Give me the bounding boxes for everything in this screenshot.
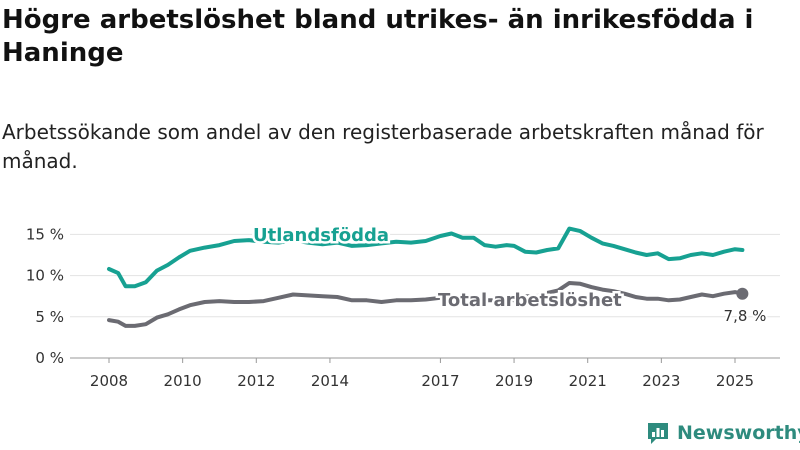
x-tick-label: 2014 — [311, 372, 349, 390]
chart-title: Högre arbetslöshet bland utrikes- än inr… — [2, 5, 754, 68]
x-tick-label: 2023 — [642, 372, 680, 390]
grid-lines — [70, 233, 780, 359]
series-label-total: Total arbetslöshet — [438, 290, 622, 311]
x-tick-label: 2008 — [90, 372, 128, 390]
brand-name: Newsworthy — [677, 422, 800, 444]
y-tick-label: 0 % — [35, 349, 64, 367]
x-tick-label: 2021 — [569, 372, 607, 390]
brand-logo: Newsworthy — [645, 420, 800, 446]
y-tick-label: 15 % — [26, 225, 64, 243]
x-tick-label: 2019 — [495, 372, 533, 390]
x-tick-label: 2017 — [421, 372, 459, 390]
chart-subtitle: Arbetssökande som andel av den registerb… — [2, 120, 764, 173]
series-end-marker — [736, 287, 749, 300]
x-tick-label: 2012 — [237, 372, 275, 390]
y-tick-label: 10 % — [26, 267, 64, 285]
newsworthy-logo-icon — [648, 423, 668, 444]
last-value-label: 7,8 % — [724, 307, 767, 325]
y-axis-ticks: 0 % 5 % 10 % 15 % — [26, 225, 64, 367]
series-line-utlandsfodda — [107, 226, 745, 289]
x-tick-label: 2010 — [164, 372, 202, 390]
series-labels: Utlandsfödda Total arbetslöshet 7,8 % — [251, 223, 769, 328]
x-tick-label: 2025 — [716, 372, 754, 390]
y-tick-label: 5 % — [35, 308, 64, 326]
series-label-utlandsfodda: Utlandsfödda — [253, 225, 389, 246]
series-lines — [107, 226, 749, 328]
series-line-total — [107, 281, 745, 328]
x-axis-ticks: 2008 2010 2012 2014 2017 2019 2021 2023 2025 — [90, 358, 754, 390]
